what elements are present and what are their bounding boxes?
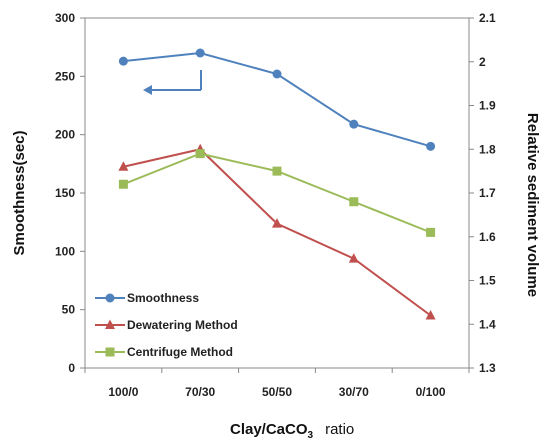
centrifuge-method-data-point (426, 227, 436, 237)
legend-marker-dewatering-method (105, 319, 115, 329)
y-axis-left-title: Smoothness(sec) (11, 130, 28, 255)
legend: Smoothness Dewatering Method Centrifuge Me… (95, 291, 238, 359)
arrow-annotation (143, 70, 202, 95)
smoothness-data-point (195, 48, 205, 58)
legend-label-dewatering-method: Dewatering Method (127, 318, 238, 332)
x-axis-title-main: Clay/CaCO (230, 421, 308, 438)
smoothness-data-point (272, 69, 282, 79)
right-tick-label: 1.4 (479, 317, 496, 331)
right-tick-label: 2.1 (479, 11, 496, 25)
smoothness-data-point (118, 56, 128, 66)
dewatering-method-data-point (118, 161, 129, 171)
left-tick-label: 100 (55, 244, 75, 258)
x-tick-label: 50/50 (262, 385, 292, 399)
right-tick-label: 1.5 (479, 274, 496, 288)
left-tick-label: 0 (68, 361, 75, 375)
y-axis-right-title: Relative sediment volume (524, 113, 541, 297)
right-tick-label: 1.3 (479, 361, 496, 375)
legend-marker-smoothness (105, 293, 115, 303)
left-tick-label: 200 (55, 128, 75, 142)
legend-marker-centrifuge-method (105, 347, 115, 357)
right-tick-label: 1.7 (479, 186, 496, 200)
left-tick-label: 150 (55, 186, 75, 200)
smoothness-series-line (123, 51, 431, 148)
left-tick-label: 250 (55, 69, 75, 83)
centrifuge-method-data-point (349, 197, 359, 207)
x-tick-label: 0/100 (416, 385, 446, 399)
right-tick-label: 2 (479, 55, 486, 69)
x-tick-label: 70/30 (185, 385, 215, 399)
smoothness-data-point (349, 119, 359, 129)
right-tick-label: 1.6 (479, 230, 496, 244)
right-tick-label: 1.9 (479, 99, 496, 113)
left-axis-ticks: 0 50 100 150 200 250 300 (55, 11, 85, 375)
x-axis-title-subscript: 3 (308, 430, 314, 440)
dewatering-method-data-point (272, 218, 282, 228)
x-tick-label: 30/70 (339, 385, 369, 399)
x-axis-title-suffix: ratio (325, 421, 354, 438)
centrifuge-method-data-point (272, 166, 282, 176)
arrow-head (143, 85, 152, 95)
legend-label-smoothness: Smoothness (127, 291, 199, 305)
series-layer (118, 48, 436, 320)
centrifuge-method-data-point (195, 149, 205, 159)
left-tick-label: 50 (62, 303, 76, 317)
x-tick-label: 100/0 (108, 385, 138, 399)
left-tick-label: 300 (55, 11, 75, 25)
x-axis-title: Clay/CaCO3 ratio (230, 421, 354, 440)
right-tick-label: 1.8 (479, 142, 496, 156)
right-axis-ticks: 1.3 1.4 1.5 1.6 1.7 1.8 1.9 2 2.1 (469, 11, 496, 375)
smoothness-data-point (426, 141, 436, 151)
legend-label-centrifuge-method: Centrifuge Method (127, 345, 233, 359)
centrifuge-method-data-point (118, 179, 128, 189)
dewatering-method-data-point (425, 310, 436, 320)
dewatering-method-data-point (348, 253, 359, 263)
x-axis-ticks: 100/0 70/30 50/50 30/70 0/100 (84, 368, 470, 399)
